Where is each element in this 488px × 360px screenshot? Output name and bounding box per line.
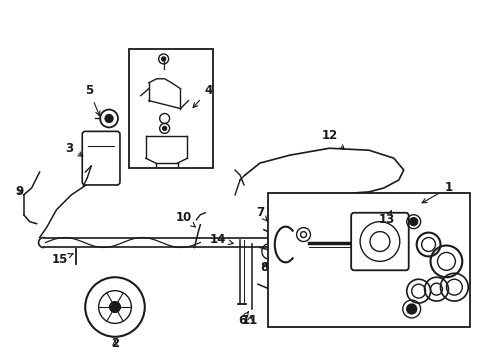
Circle shape	[409, 218, 417, 226]
Circle shape	[162, 57, 165, 61]
Text: 11: 11	[242, 314, 258, 327]
Text: 8: 8	[260, 261, 268, 274]
Text: 6: 6	[237, 311, 248, 327]
Text: 13: 13	[378, 210, 394, 226]
Text: 12: 12	[321, 129, 344, 149]
Bar	[267, 193, 469, 327]
Text: 4: 4	[193, 84, 212, 108]
Bar	[129, 49, 213, 168]
Text: 10: 10	[175, 211, 195, 227]
Circle shape	[406, 304, 416, 314]
FancyBboxPatch shape	[82, 131, 120, 185]
Text: 5: 5	[85, 84, 100, 116]
Circle shape	[109, 302, 120, 312]
Circle shape	[163, 126, 166, 130]
Text: 3: 3	[65, 142, 82, 156]
Text: 7: 7	[255, 206, 266, 221]
Text: 2: 2	[111, 337, 119, 350]
FancyBboxPatch shape	[350, 213, 408, 270]
Text: 14: 14	[209, 233, 233, 246]
Text: 1: 1	[421, 181, 451, 203]
Text: 9: 9	[16, 185, 24, 198]
Text: 15: 15	[51, 253, 73, 266]
Circle shape	[105, 114, 113, 122]
